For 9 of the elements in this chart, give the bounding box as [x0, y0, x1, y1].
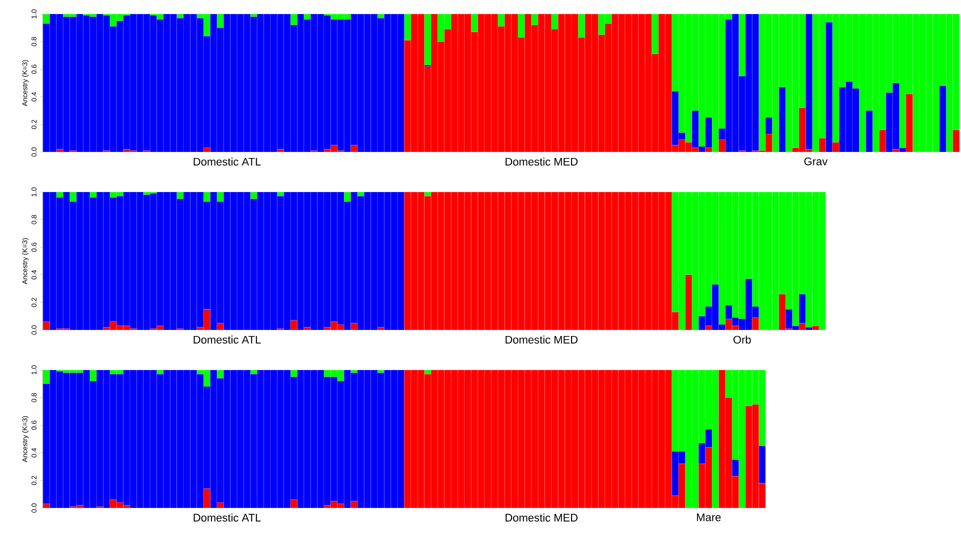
x-tick-label: Domestic ATL — [194, 514, 261, 522]
x-tick-label: Domestic MED — [506, 336, 578, 344]
x-tick-label: Grav — [804, 158, 828, 166]
x-tick-label: Domestic MED — [506, 514, 578, 522]
x-tick-label: Domestic ATL — [194, 158, 261, 166]
x-tick-label: Domestic MED — [506, 158, 578, 166]
x-tick-label: Orb — [733, 336, 751, 344]
x-tick-label: Mare — [697, 514, 721, 522]
x-tick-label: Domestic ATL — [194, 336, 261, 344]
